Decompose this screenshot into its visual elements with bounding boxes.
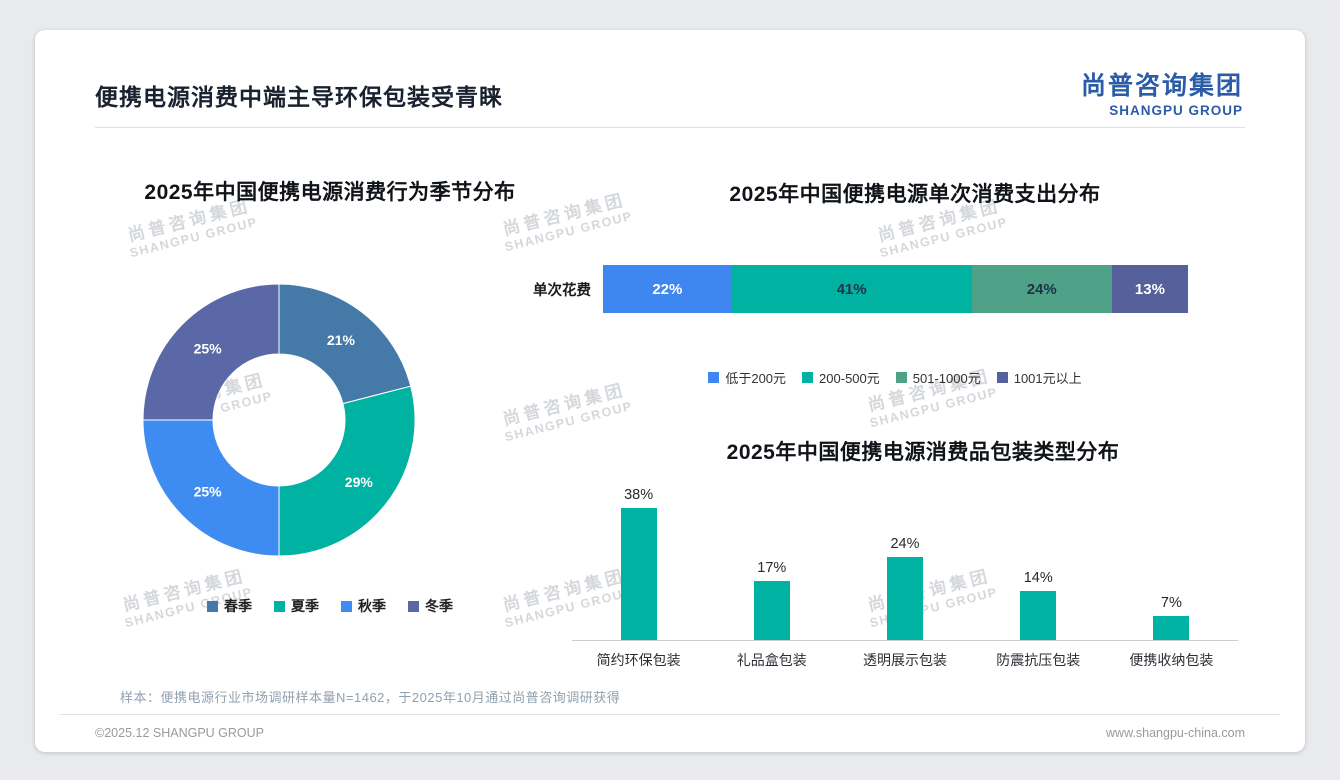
legend-label: 200-500元	[819, 371, 880, 386]
donut-segment	[142, 419, 280, 557]
legend-swatch-icon	[802, 372, 814, 383]
bar-category-label: 简约环保包装	[596, 652, 681, 668]
legend-label: 低于200元	[725, 371, 787, 386]
slide-card: 尚普咨询集团 SHANGPU GROUP 尚普咨询集团 SHANGPU GROUP 尚普…	[35, 30, 1305, 752]
footer-copyright: ©2025.12 SHANGPU GROUP	[95, 726, 264, 740]
legend-label: 春季	[224, 598, 252, 614]
legend-item: 春季	[207, 596, 252, 616]
stacked-bar-segment: 24%	[971, 265, 1112, 313]
donut-segment-label: 25%	[194, 483, 223, 499]
brand-logo: 尚普咨询集团 SHANGPU GROUP	[1081, 66, 1243, 118]
stacked-bar-segment: 22%	[603, 265, 732, 313]
bar-value-label: 7%	[1160, 595, 1182, 611]
legend-swatch-icon	[996, 372, 1008, 383]
bar	[1020, 591, 1057, 640]
footer: ©2025.12 SHANGPU GROUP www.shangpu-china…	[60, 714, 1280, 740]
legend-swatch-icon	[895, 372, 907, 383]
bar-category-label: 便携收纳包装	[1129, 652, 1214, 668]
legend-item: 夏季	[274, 596, 319, 616]
spend-stacked-bar: 22% 41% 24% 13%	[603, 265, 1188, 313]
brand-logo-en: SHANGPU GROUP	[1109, 103, 1243, 118]
bar	[1153, 616, 1190, 640]
stacked-segment-value: 22%	[652, 280, 683, 298]
stacked-bar-segment: 41%	[731, 265, 972, 313]
packaging-bar-chart: 38% 17% 24% 14% 7%	[572, 485, 1238, 641]
legend-swatch-icon	[708, 372, 720, 383]
footer-website: www.shangpu-china.com	[1106, 726, 1245, 740]
legend-swatch-icon	[408, 600, 419, 612]
bar-category-label: 透明展示包装	[863, 652, 947, 668]
donut-segment	[278, 385, 416, 557]
legend-swatch-icon	[341, 600, 352, 612]
sample-note: 样本：便携电源行业市场调研样本量N=1462，于2025年10月通过尚普咨询调研…	[120, 690, 621, 705]
stacked-segment-value: 41%	[836, 280, 867, 298]
legend-item: 秋季	[341, 596, 386, 616]
bar-group: 7%	[1105, 485, 1238, 640]
bar-category-label: 防震抗压包装	[996, 652, 1081, 668]
bar-value-label: 14%	[1023, 570, 1053, 586]
spend-legend: 低于200元 200-500元 501-1000元 1001元以上	[565, 368, 1225, 387]
stacked-bar-title: 2025年中国便携电源单次消费支出分布	[729, 183, 1101, 206]
bar	[887, 557, 923, 640]
stacked-segment-value: 24%	[1026, 280, 1057, 298]
stacked-bar-segment: 13%	[1111, 265, 1188, 313]
bar	[620, 508, 657, 640]
legend-item: 200-500元	[802, 368, 880, 387]
bar-group: 38%	[572, 485, 705, 640]
stacked-bar-row: 单次花费 22% 41% 24% 13%	[508, 265, 1188, 313]
donut-chart-title: 2025年中国便携电源消费行为季节分布	[144, 181, 516, 204]
bar-value-label: 17%	[757, 560, 787, 576]
donut-segment	[142, 283, 280, 421]
donut-segment	[278, 283, 412, 405]
packaging-bar-categories: 简约环保包装 礼品盒包装 透明展示包装 防震抗压包装 便携收纳包装	[572, 650, 1238, 670]
legend-label: 冬季	[425, 598, 453, 614]
bar	[753, 581, 790, 640]
legend-label: 501-1000元	[912, 371, 981, 386]
stacked-bar-row-label: 单次花费	[533, 282, 591, 299]
legend-swatch-icon	[274, 600, 285, 612]
legend-item: 低于200元	[708, 368, 786, 387]
bar-group: 14%	[972, 485, 1105, 640]
legend-label: 1001元以上	[1013, 371, 1082, 386]
brand-logo-cn: 尚普咨询集团	[1080, 72, 1243, 100]
donut-segment-label: 29%	[345, 474, 374, 490]
donut-segment-label: 25%	[194, 341, 223, 357]
legend-label: 秋季	[358, 598, 386, 614]
header-divider	[95, 127, 1245, 128]
legend-swatch-icon	[207, 600, 218, 612]
bar-chart-title: 2025年中国便携电源消费品包装类型分布	[726, 441, 1120, 464]
donut-segment-label: 21%	[327, 332, 356, 348]
legend-item: 冬季	[408, 596, 453, 616]
page-title: 便携电源消费中端主导环保包装受青睐	[95, 84, 503, 110]
bar-group: 17%	[705, 485, 838, 640]
bar-value-label: 38%	[624, 487, 654, 503]
bar-group: 24%	[838, 485, 971, 640]
season-donut-chart: 21% 29% 25% 25%	[142, 283, 416, 557]
legend-label: 夏季	[291, 598, 319, 614]
season-legend: 春季 夏季 秋季 冬季	[65, 596, 595, 616]
bar-category-label: 礼品盒包装	[736, 652, 807, 668]
legend-item: 501-1000元	[895, 368, 981, 387]
legend-item: 1001元以上	[996, 368, 1082, 387]
bar-value-label: 24%	[890, 536, 920, 552]
stacked-segment-value: 13%	[1134, 280, 1165, 298]
